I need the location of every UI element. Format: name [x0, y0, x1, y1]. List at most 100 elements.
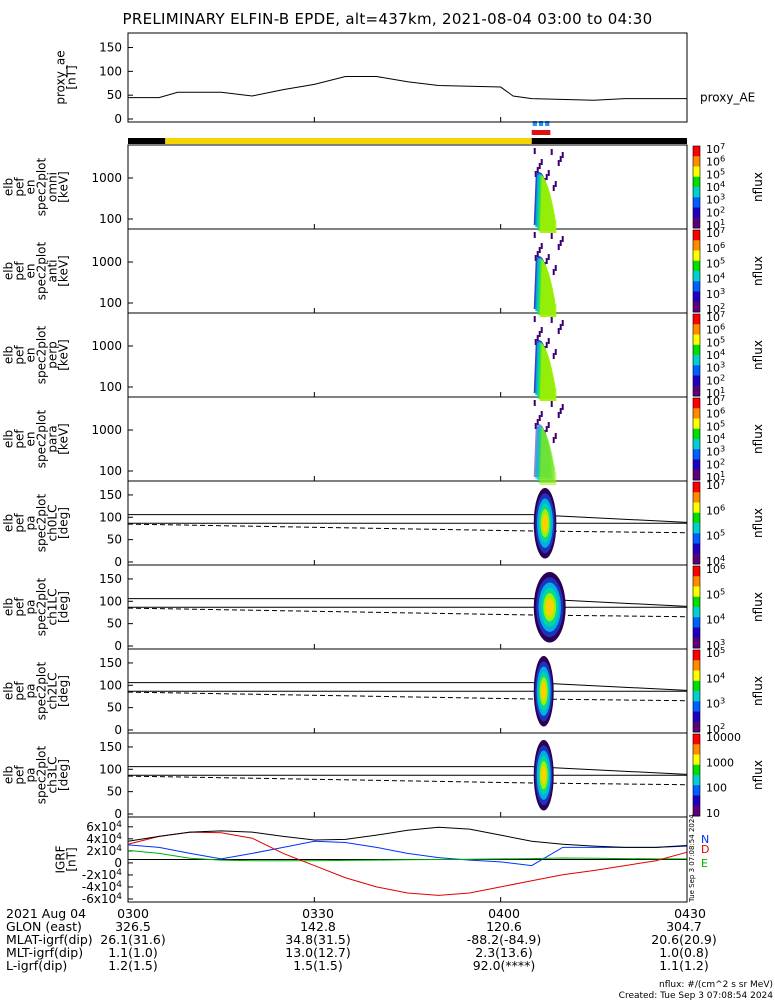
footer-cell: 120.6 [486, 919, 522, 934]
y-tick-label: 0 [114, 639, 122, 653]
colorbar-swatch [693, 418, 700, 430]
colorbar-swatch [693, 217, 700, 229]
zone-bar-segment-0 [128, 138, 166, 144]
panel-label-line: spec2plot [35, 661, 49, 720]
y-tick-label: 150 [99, 572, 122, 586]
colorbar-tick: 103 [706, 286, 725, 301]
y-tick-label: 100 [99, 678, 122, 692]
y-tick-label: 1000 [91, 171, 122, 185]
y-tick-label: 150 [99, 656, 122, 670]
colorbar-swatch [693, 576, 700, 587]
pa-spectrogram-8 [533, 739, 554, 811]
zone-marker-blue-2 [545, 121, 550, 126]
y-tick-label: 4x104 [86, 832, 122, 846]
colorbar-swatch [693, 734, 700, 745]
spec-speckle [545, 342, 548, 348]
colorbar-tick: 105 [706, 586, 725, 601]
colorbar-swatch [693, 775, 700, 786]
spec-speckle [540, 411, 543, 417]
zone-marker-blue-1 [538, 121, 544, 126]
created-stamp: Created: Tue Sep 3 07:08:54 2024 [619, 991, 774, 1000]
colorbar-swatch [693, 439, 700, 450]
pa-spectrogram-6 [533, 571, 566, 643]
panel-label-line: [nT] [65, 65, 79, 89]
footer-cell: 13.0(12.7) [285, 945, 350, 960]
spec-speckle [547, 254, 550, 260]
panel-label-line: [deg] [57, 507, 71, 539]
igrf-series-0 [127, 840, 688, 867]
colorbar-tick: 107 [706, 141, 725, 156]
spec-speckle [550, 233, 553, 239]
colorbar-swatch [693, 408, 700, 419]
footer-cell: MLAT-igrf(dip) [6, 932, 93, 947]
footer-cell: 0400 [488, 906, 520, 921]
spec-blob [539, 427, 557, 485]
footer-cell: 304.7 [666, 919, 702, 934]
spec-speckle [557, 160, 560, 166]
colorbar-swatch [693, 375, 700, 387]
colorbar-swatch [693, 701, 700, 712]
colorbar-tick: 105 [706, 255, 725, 270]
spec-speckle [552, 269, 555, 275]
spec-speckle [557, 328, 560, 334]
panel-label-9: IGRF[nT] [54, 845, 79, 873]
footer-cell: 1.5(1.5) [293, 958, 343, 973]
proxy-ae-line [128, 76, 687, 101]
y-tick-label: 100 [99, 296, 122, 310]
panel-label-line: pef [13, 345, 27, 365]
footer-cell: 0330 [302, 906, 334, 921]
spec-blob [539, 259, 557, 317]
colorbar-tick: 106 [706, 322, 725, 337]
y-tick-label: 100 [99, 380, 122, 394]
panel-label-0: proxy_ae[nT] [54, 50, 79, 104]
colorbar-swatch [693, 355, 700, 366]
colorbar-swatch [693, 459, 700, 471]
panel-label-line: pef [13, 429, 27, 449]
colorbar-tick: 100 [706, 782, 727, 795]
y-tick-label: 50 [107, 785, 122, 799]
colorbar-swatch [693, 764, 700, 776]
footer-cell: 2.3(13.6) [475, 945, 532, 960]
colorbar-tick: 106 [706, 502, 725, 517]
colorbar-tick: 1000 [706, 756, 734, 769]
colorbar-swatch [693, 334, 700, 346]
colorbar-swatch [693, 428, 700, 440]
spec-speckle [536, 335, 539, 341]
units-note: nflux: #/(cm^2 s sr MeV) [659, 980, 773, 990]
footer-cell: 92.0(****) [473, 958, 536, 973]
colorbar-swatch [693, 230, 700, 241]
panel-label-line: para [46, 425, 60, 452]
y-tick-label: -6x104 [82, 892, 122, 906]
spec-speckle [547, 422, 550, 428]
colorbar-swatch [693, 596, 700, 608]
colorbar-swatch [693, 721, 700, 733]
panel-label-line: [nT] [65, 847, 79, 871]
spec-speckle [533, 232, 536, 238]
pa-loss-cone-line [127, 691, 688, 702]
spectrogram-1 [533, 148, 564, 233]
zone-bar-segment-2 [531, 138, 687, 144]
colorbar-swatch [693, 482, 700, 493]
colorbar-tick: 105 [706, 645, 725, 660]
spec-speckle [534, 171, 537, 177]
colorbar-tick: 102 [706, 372, 725, 387]
pa-blob [545, 598, 554, 617]
y-tick-label: 100 [99, 64, 122, 78]
panel-label-line: spec2plot [35, 745, 49, 804]
colorbar-tick: 10000 [706, 731, 741, 744]
panel-label-line: perp [46, 341, 60, 369]
colorbar-swatch [693, 187, 700, 198]
colorbar-swatch [693, 449, 700, 460]
spec-blob [539, 175, 557, 233]
panel-label-line: pa [24, 516, 38, 531]
spec-speckle [545, 174, 548, 180]
colorbar-tick: 107 [706, 309, 725, 324]
pa-blob [541, 682, 547, 701]
spec-speckle [538, 331, 541, 337]
colorbar-label: nflux [751, 760, 765, 790]
panel-label-line: pa [24, 684, 38, 699]
colorbar-tick: 10 [706, 807, 720, 820]
colorbar-1: nflux [692, 145, 765, 229]
spec-speckle [545, 426, 548, 432]
